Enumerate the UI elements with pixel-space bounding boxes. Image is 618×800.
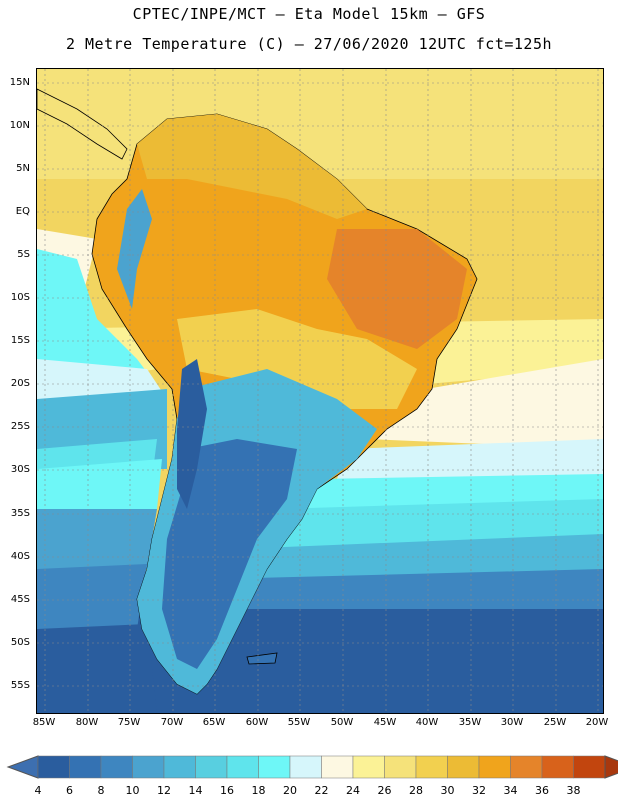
lat-label: 10S [10, 292, 30, 303]
colorbar-high-arrow [604, 755, 618, 779]
lon-label: 50W [330, 717, 354, 728]
colorbar-cell [100, 755, 133, 779]
colorbar-cell [352, 755, 385, 779]
central-america-land [37, 88, 128, 160]
colorbar-label: 32 [472, 784, 486, 797]
temperature-field [37, 69, 603, 713]
colorbar-label: 22 [314, 784, 329, 797]
colorbar-label: 20 [283, 784, 297, 797]
falkland-islands [246, 652, 278, 665]
land-hot-zone [327, 229, 467, 349]
lon-label: 30W [500, 717, 524, 728]
ocean-band-north [37, 69, 603, 179]
colorbar-label: 10 [125, 784, 140, 797]
colorbar-label: 6 [66, 784, 73, 797]
lon-label: 35W [458, 717, 482, 728]
colorbar-cell [69, 755, 102, 779]
lat-label: EQ [15, 206, 30, 217]
lon-label: 80W [75, 717, 99, 728]
lat-label: 25S [10, 421, 30, 432]
colorbar-cell [321, 755, 354, 779]
lon-label: 20W [585, 717, 609, 728]
lat-label: 45S [10, 594, 30, 605]
land-northern-zone [137, 114, 367, 219]
lon-label: 65W [202, 717, 226, 728]
temperature-map[interactable] [36, 68, 604, 714]
pacific-band-12 [37, 509, 157, 569]
pacific-band-18b [37, 459, 162, 509]
colorbar-label: 14 [188, 784, 203, 797]
colorbar-low-arrow [6, 755, 39, 779]
lon-label: 85W [32, 717, 56, 728]
lat-label: 5S [17, 249, 30, 260]
andes-north-ridge [117, 189, 152, 309]
colorbar-cell [37, 755, 70, 779]
colorbar-label: 8 [97, 784, 105, 797]
colorbar-cell [541, 755, 574, 779]
colorbar-label: 34 [503, 784, 518, 797]
colorbar-label: 36 [535, 784, 549, 797]
colorbar-cell [478, 755, 511, 779]
colorbar-label: 26 [377, 784, 392, 797]
colorbar-cell [510, 755, 543, 779]
lat-label: 5N [16, 163, 30, 174]
pacific-band-6 [37, 624, 157, 713]
colorbar-label: 38 [566, 784, 581, 797]
colorbar-cell [289, 755, 322, 779]
lon-label: 25W [543, 717, 567, 728]
lon-label: 60W [245, 717, 269, 728]
lat-label: 15S [10, 335, 30, 346]
colorbar-label: 30 [440, 784, 455, 797]
colorbar-cell [573, 755, 606, 779]
colorbar-cell [447, 755, 480, 779]
ocean-band-22 [367, 359, 603, 449]
colorbar-cell [384, 755, 417, 779]
colorbar-cell [226, 755, 259, 779]
colorbar-label: 12 [157, 784, 171, 797]
colorbar-cell [132, 755, 165, 779]
lon-label: 40W [415, 717, 439, 728]
lat-label: 10N [9, 120, 30, 131]
colorbar-cell [258, 755, 291, 779]
lat-label: 50S [10, 637, 30, 648]
colorbar-cell [163, 755, 196, 779]
ocean-band-20 [337, 439, 603, 479]
colorbar-label: 24 [346, 784, 360, 797]
colorbar [6, 755, 618, 779]
colorbar-label: 16 [220, 784, 234, 797]
colorbar-cell [415, 755, 448, 779]
colorbar-label: 18 [251, 784, 266, 797]
lon-label: 45W [373, 717, 397, 728]
colorbar-cell [195, 755, 228, 779]
land-patagonia-zone [162, 439, 297, 669]
map-subtitle: 2 Metre Temperature (C) – 27/06/2020 12U… [65, 35, 553, 53]
pacific-band-10 [37, 564, 147, 629]
lat-label: 55S [10, 680, 30, 691]
lon-label: 75W [117, 717, 141, 728]
lat-label: 15N [9, 77, 30, 88]
graticule [37, 69, 603, 713]
colorbar-label: 28 [409, 784, 423, 797]
lat-label: 35S [10, 508, 30, 519]
andes-central-ridge [177, 359, 207, 509]
pacific-band-20 [37, 359, 167, 399]
colorbar-label: 4 [34, 784, 42, 797]
lat-label: 40S [10, 551, 30, 562]
map-title: CPTEC/INPE/MCT – Eta Model 15km – GFS [132, 5, 486, 23]
lat-label: 20S [10, 378, 30, 389]
lon-label: 70W [160, 717, 184, 728]
lon-label: 55W [287, 717, 311, 728]
lat-label: 30S [10, 464, 30, 475]
